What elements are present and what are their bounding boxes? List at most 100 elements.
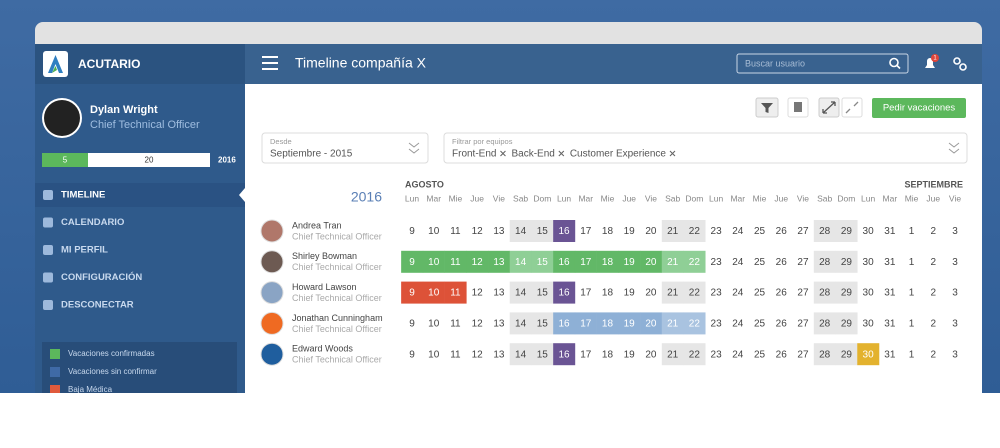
menu-item[interactable]: CONFIGURACIÓN: [61, 271, 142, 283]
day-number: 1: [909, 257, 915, 268]
person-avatar: [260, 342, 284, 366]
day-number: 28: [819, 226, 831, 237]
menu-icon: [43, 300, 53, 310]
weekday: Dom: [685, 193, 703, 203]
day-number: 17: [580, 226, 592, 237]
day-cell: [835, 312, 858, 335]
day-number: 25: [754, 319, 766, 330]
day-cell: [640, 312, 663, 335]
day-cell: [466, 250, 489, 273]
day-number: 16: [558, 319, 570, 330]
day-cell: [596, 250, 619, 273]
day-cell: [683, 250, 706, 273]
day-cell: [488, 250, 511, 273]
day-number: 29: [841, 257, 853, 268]
user-role: Chief Technical Officer: [90, 119, 200, 131]
day-number: 31: [884, 349, 896, 360]
progress-used-label: 5: [63, 156, 68, 165]
menu-toggle[interactable]: [262, 56, 278, 70]
tag-remove[interactable]: [558, 150, 565, 157]
day-number: 2: [930, 349, 936, 360]
day-number: 29: [841, 226, 853, 237]
tag-remove[interactable]: [669, 150, 676, 157]
person-name: Andrea Tran: [292, 220, 342, 230]
day-cell: [661, 343, 684, 366]
progress-used: [42, 153, 88, 167]
day-cell: [553, 343, 576, 366]
person-name: Howard Lawson: [292, 282, 357, 292]
day-number: 25: [754, 349, 766, 360]
search-box[interactable]: [736, 53, 909, 74]
day-number: 19: [624, 288, 636, 299]
day-number: 30: [863, 349, 875, 360]
day-number: 18: [602, 257, 614, 268]
weekday: Sab: [817, 193, 832, 203]
day-number: 2: [930, 257, 936, 268]
day-number: 13: [493, 257, 505, 268]
legend-swatch: [50, 385, 60, 393]
day-number: 16: [558, 226, 570, 237]
collapse-button[interactable]: [841, 97, 863, 118]
day-number: 25: [754, 288, 766, 299]
day-number: 1: [909, 319, 915, 330]
tag-remove[interactable]: [500, 150, 506, 157]
weekday: Jue: [470, 193, 484, 203]
day-number: 16: [558, 288, 570, 299]
menu-item[interactable]: TIMELINE: [61, 190, 105, 201]
day-cell: [835, 281, 858, 304]
day-cell: [422, 281, 445, 304]
weekday: Mar: [578, 193, 593, 203]
weekday: Mar: [730, 193, 745, 203]
menu-item[interactable]: MI PERFIL: [61, 245, 108, 256]
day-cell: [596, 312, 619, 335]
day-number: 28: [819, 288, 831, 299]
search-icon[interactable]: [889, 57, 901, 70]
request-button[interactable]: [872, 98, 966, 118]
day-cell: [835, 220, 858, 242]
menu-active: [35, 183, 245, 207]
menu-icon: [43, 272, 53, 283]
day-cell: [422, 250, 445, 273]
day-number: 18: [602, 288, 614, 299]
menu-icon: [43, 190, 53, 200]
day-number: 12: [472, 349, 484, 360]
day-number: 20: [645, 226, 657, 237]
date-filter[interactable]: [261, 132, 429, 164]
day-number: 24: [732, 349, 744, 360]
day-number: 27: [797, 319, 809, 330]
team-tag: Back-End: [511, 149, 554, 160]
weekday: Jue: [774, 193, 788, 203]
day-number: 16: [558, 257, 570, 268]
day-number: 9: [409, 226, 415, 237]
weekday: Jue: [622, 193, 636, 203]
day-number: 21: [667, 349, 679, 360]
day-cell: [835, 250, 858, 273]
day-number: 26: [776, 319, 788, 330]
person-role: Chief Technical Officer: [292, 355, 382, 365]
badge-count: 1: [933, 56, 937, 62]
search-placeholder: Buscar usuario: [745, 58, 805, 68]
request-button-label: Pedir vacaciones: [883, 103, 956, 114]
team-filter[interactable]: [443, 132, 968, 164]
day-number: 14: [515, 319, 527, 330]
link-icon[interactable]: [953, 57, 967, 71]
day-number: 18: [602, 226, 614, 237]
day-number: 2: [930, 288, 936, 299]
day-number: 30: [863, 257, 875, 268]
day-cell: [661, 312, 684, 335]
day-number: 29: [841, 288, 853, 299]
legend-box: [42, 342, 237, 393]
day-number: 31: [884, 257, 896, 268]
day-number: 27: [797, 226, 809, 237]
menu-item[interactable]: CALENDARIO: [61, 217, 124, 228]
day-cell: [553, 220, 576, 242]
day-number: 29: [841, 349, 853, 360]
day-number: 14: [515, 257, 527, 268]
day-number: 28: [819, 349, 831, 360]
day-cell: [835, 343, 858, 366]
team-tag: Front-End: [452, 149, 496, 160]
menu-item[interactable]: DESCONECTAR: [61, 300, 134, 311]
day-number: 20: [645, 319, 657, 330]
day-number: 9: [409, 288, 415, 299]
person-avatar: [260, 250, 284, 274]
